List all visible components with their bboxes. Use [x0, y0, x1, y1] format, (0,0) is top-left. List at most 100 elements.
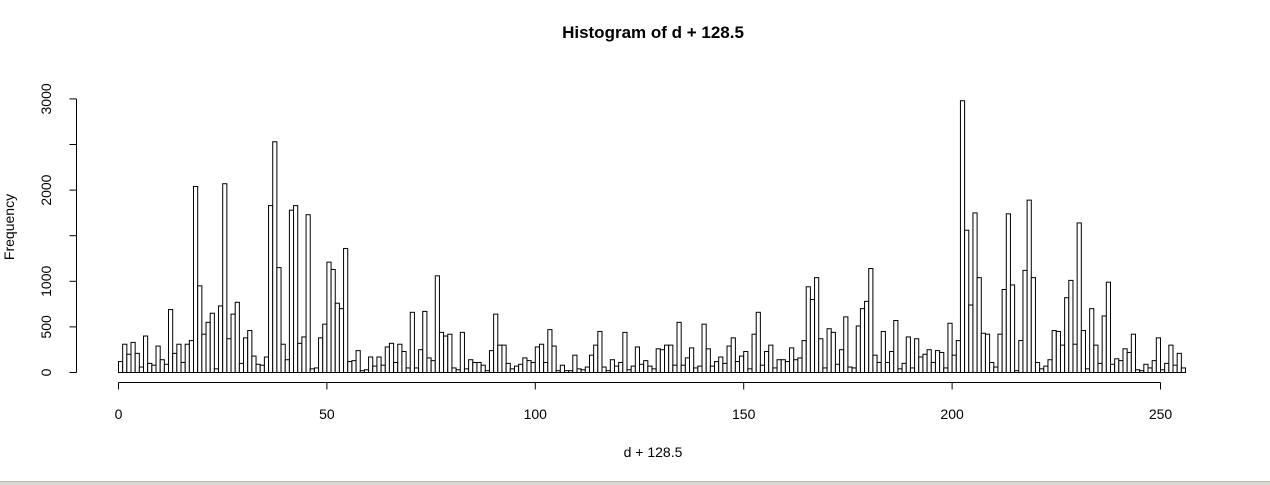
histogram-bar — [622, 331, 628, 373]
histogram-bar — [293, 205, 299, 373]
histogram-bar — [388, 342, 395, 374]
histogram-bar — [1001, 289, 1007, 374]
histogram-bar — [355, 350, 361, 373]
histogram-bar — [547, 329, 553, 374]
histogram-bar — [193, 185, 199, 373]
histogram-bar — [543, 361, 549, 374]
y-axis-label: Frequency — [1, 194, 17, 260]
x-axis-label: d + 128.5 — [624, 444, 683, 460]
histogram-bar — [263, 356, 270, 373]
histogram-bar — [580, 369, 586, 374]
histogram-bar — [818, 338, 824, 374]
histogram-bar — [155, 345, 161, 373]
histogram-bar — [1093, 344, 1099, 374]
histogram-bar — [1005, 213, 1011, 373]
histogram-bar — [764, 351, 770, 373]
histogram-bar — [755, 311, 761, 373]
histogram-bar — [1139, 370, 1145, 373]
histogram-bar — [522, 357, 528, 374]
histogram-bar — [255, 363, 261, 374]
histogram-bar — [797, 357, 803, 374]
x-tick-label: 0 — [115, 406, 123, 422]
histogram-bar — [480, 364, 486, 374]
histogram-bar — [422, 310, 428, 373]
histogram-bar — [597, 330, 603, 373]
histogram-bar — [343, 247, 349, 373]
histogram-bar — [730, 337, 736, 373]
histogram-bar — [126, 353, 132, 374]
histogram-bar — [851, 367, 857, 374]
histogram-bar — [976, 277, 982, 373]
histogram-bar — [222, 183, 228, 373]
histogram-bar — [1160, 369, 1166, 374]
histogram-bar — [1059, 344, 1066, 374]
histogram-bar — [647, 365, 653, 373]
histogram-bar — [384, 346, 390, 373]
histogram-bar — [276, 267, 282, 373]
histogram-bar — [122, 343, 128, 374]
histogram-bar — [926, 349, 932, 374]
histogram-bar — [776, 359, 782, 374]
histogram-bar — [272, 141, 278, 373]
histogram-bar — [1047, 359, 1053, 374]
histogram-bar — [830, 331, 836, 373]
histogram-bar — [968, 304, 974, 374]
histogram-bar — [1168, 344, 1174, 374]
histogram-bar — [701, 323, 707, 374]
histogram-bar — [1118, 360, 1124, 374]
histogram-bar — [1097, 362, 1103, 374]
histogram-bar — [451, 367, 457, 374]
histogram-bar — [359, 370, 365, 373]
histogram-bar — [509, 368, 515, 374]
histogram-bar — [347, 361, 353, 373]
histogram-bar — [313, 367, 320, 374]
histogram-bar — [572, 354, 578, 374]
histogram-bar — [284, 359, 290, 374]
histogram-bar — [247, 330, 253, 373]
histogram-bar — [201, 333, 207, 374]
x-tick-label: 150 — [732, 406, 756, 422]
histogram-bar — [301, 336, 307, 373]
histogram-bar — [1101, 315, 1107, 373]
histogram-bar — [884, 361, 891, 374]
histogram-bar — [409, 311, 415, 373]
histogram-bar — [934, 350, 941, 373]
histogram-bar — [426, 357, 432, 374]
histogram-bar — [555, 370, 561, 373]
histogram-bar — [834, 363, 841, 374]
histogram-bar — [1051, 330, 1057, 373]
histogram-bar — [1143, 363, 1149, 374]
histogram-bar — [1176, 352, 1182, 374]
histogram-bar — [814, 277, 820, 373]
histogram-bar — [455, 369, 461, 374]
x-axis: 0 50 100 150 200 250 — [115, 382, 1172, 422]
histogram-bar — [505, 362, 511, 374]
histogram-bar — [655, 348, 661, 374]
x-tick-label: 200 — [940, 406, 964, 422]
histogram-bar — [1126, 351, 1132, 374]
histogram-bar — [809, 299, 816, 374]
histogram-bar — [955, 340, 961, 373]
histogram-bar — [584, 366, 590, 373]
histogram-bar — [947, 322, 953, 373]
histogram-bar — [1009, 284, 1016, 374]
histogram-bar — [443, 335, 449, 373]
histogram-bar — [243, 337, 249, 373]
histogram-bar — [518, 363, 524, 374]
histogram-bar — [1155, 337, 1161, 373]
histogram-bar — [176, 343, 182, 374]
histogram-bar — [459, 331, 465, 373]
histogram-bar — [822, 367, 828, 374]
histogram-bar — [855, 325, 861, 373]
histogram-bar — [305, 214, 311, 373]
histogram-bar — [918, 356, 924, 373]
histogram-bar — [684, 357, 691, 374]
histogram-bar — [909, 367, 916, 374]
histogram-bar — [1080, 330, 1086, 373]
histogram-bar — [147, 362, 153, 374]
histogram-bar — [1172, 364, 1178, 374]
histogram-bar — [1147, 367, 1153, 374]
histogram-bar — [563, 370, 570, 373]
